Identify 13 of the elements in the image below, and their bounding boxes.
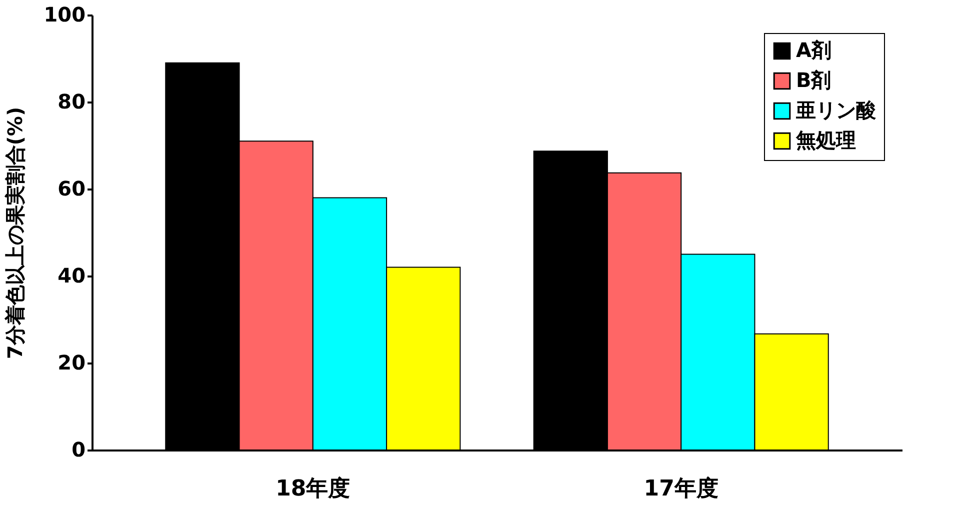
legend-label: 亜リン酸 [795,98,877,122]
legend-label: B剤 [796,68,832,92]
x-tick-label: 18年度 [276,476,350,502]
y-tick-label: 60 [58,176,86,200]
legend-label: A剤 [796,38,832,62]
y-tick-label: 100 [44,2,86,26]
y-tick-label: 0 [72,438,86,462]
y-tick-label: 80 [58,90,86,114]
y-tick-label: 40 [58,264,86,288]
legend-label: 無処理 [795,128,856,152]
y-axis-title: 7分着色以上の果実割合(%) [2,106,27,360]
y-tick-label: 20 [58,350,86,374]
x-tick-label: 17年度 [644,476,718,502]
